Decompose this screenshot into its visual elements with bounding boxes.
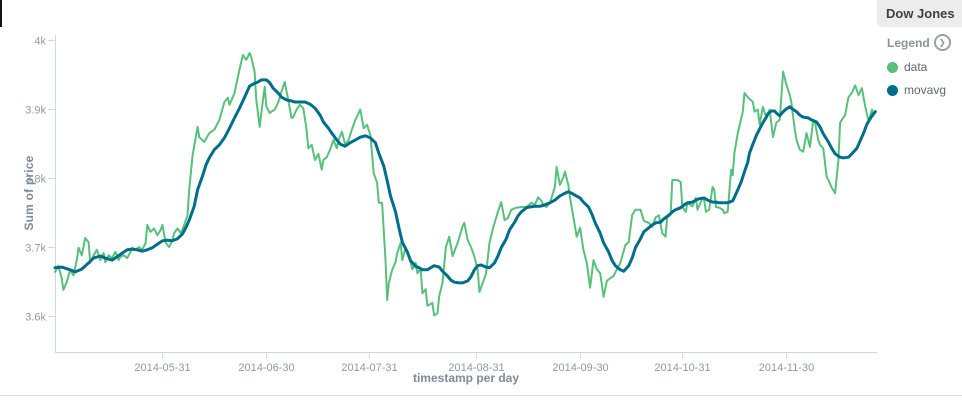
legend-item-data[interactable]: data <box>887 60 962 74</box>
y-tick-label: 3.6k <box>25 312 46 324</box>
y-tick-label: 4k <box>34 36 46 48</box>
legend-item-label: data <box>904 60 928 74</box>
legend-item-movavg[interactable]: movavg <box>887 83 962 97</box>
legend-panel: Dow Jones Legend ❯ data movavg <box>877 0 962 97</box>
y-tick-label: 3.9k <box>25 105 46 117</box>
legend-toggle[interactable]: Legend ❯ <box>887 34 962 51</box>
legend-color-dot-icon <box>887 61 898 73</box>
y-axis-title: Sum of price <box>22 155 36 231</box>
legend-color-dot-icon <box>887 84 898 96</box>
legend-items: data movavg <box>887 60 962 97</box>
chart-title: Dow Jones <box>877 0 962 27</box>
y-tick-label: 3.8k <box>25 174 46 186</box>
x-tick-label: 2014-05-31 <box>134 362 190 374</box>
x-tick-label: 2014-10-31 <box>654 362 710 374</box>
x-tick-label: 2014-08-31 <box>448 362 504 374</box>
x-tick-label: 2014-09-30 <box>552 362 608 374</box>
legend-item-label: movavg <box>904 83 947 97</box>
window-edge-mark <box>0 0 2 27</box>
y-tick-label: 3.7k <box>25 243 46 255</box>
legend-collapse-arrow-icon[interactable]: ❯ <box>933 34 951 51</box>
plot-area[interactable] <box>55 35 877 352</box>
panel-bottom-border <box>0 395 962 396</box>
x-tick-label: 2014-11-30 <box>759 362 814 374</box>
x-tick-label: 2014-07-31 <box>341 362 397 374</box>
series-line-data <box>54 52 875 317</box>
x-axis-title: timestamp per day <box>412 371 520 385</box>
x-tick-label: 2014-06-30 <box>238 362 294 374</box>
legend-body: Legend ❯ data movavg <box>877 27 962 97</box>
legend-toggle-label: Legend <box>887 35 930 50</box>
series-line-movavg <box>53 78 877 285</box>
